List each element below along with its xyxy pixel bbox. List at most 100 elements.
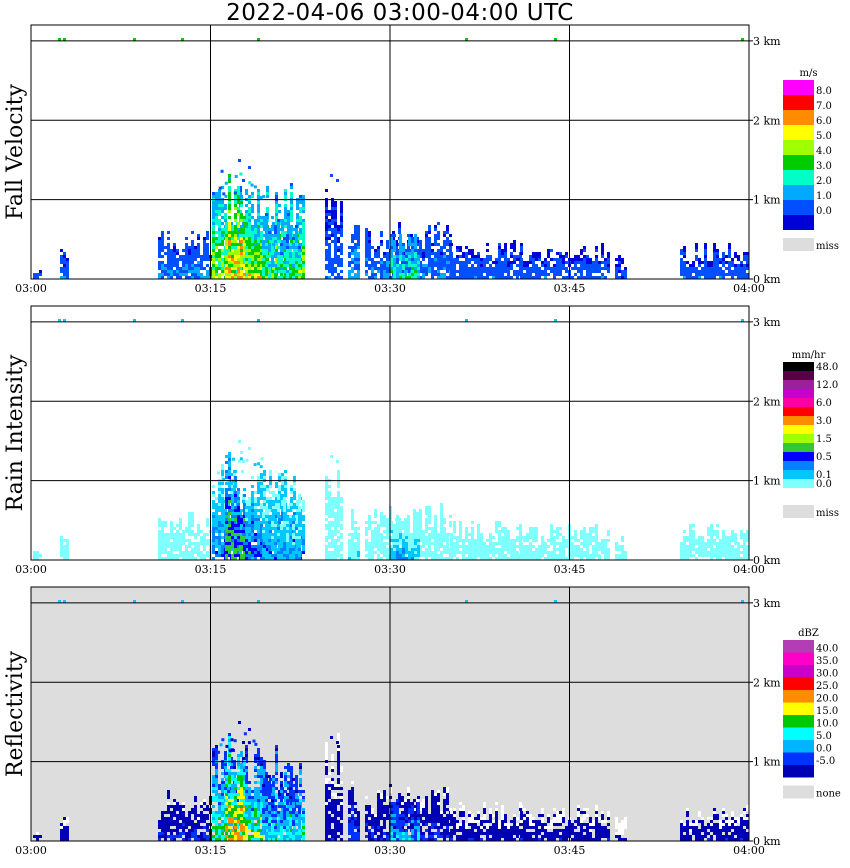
data-cell bbox=[262, 512, 265, 515]
data-cell bbox=[453, 530, 456, 533]
data-cell bbox=[404, 521, 407, 524]
data-cell bbox=[471, 264, 474, 267]
data-cell bbox=[302, 252, 305, 255]
data-cell bbox=[523, 273, 526, 276]
data-cell bbox=[365, 255, 368, 258]
data-cell bbox=[240, 237, 243, 240]
data-cell bbox=[348, 539, 351, 542]
data-cell bbox=[334, 545, 337, 548]
data-cell bbox=[66, 557, 69, 560]
data-cell bbox=[404, 554, 407, 557]
data-cell bbox=[425, 551, 428, 554]
data-cell bbox=[547, 551, 550, 554]
data-cell bbox=[743, 276, 746, 279]
data-cell bbox=[283, 240, 286, 243]
data-cell bbox=[402, 557, 405, 560]
data-cell bbox=[265, 240, 268, 243]
data-cell bbox=[562, 548, 565, 551]
data-cell bbox=[393, 542, 396, 545]
data-cell bbox=[331, 539, 334, 542]
data-cell bbox=[698, 270, 701, 273]
data-cell bbox=[434, 521, 437, 524]
data-cell bbox=[231, 530, 234, 533]
data-cell bbox=[251, 246, 254, 249]
data-cell bbox=[698, 542, 701, 545]
data-cell bbox=[328, 533, 331, 536]
data-cell bbox=[607, 252, 610, 255]
data-cell bbox=[254, 273, 257, 276]
data-cell bbox=[161, 255, 164, 258]
data-cell bbox=[516, 270, 519, 273]
data-cell bbox=[396, 554, 399, 557]
data-cell bbox=[330, 174, 333, 177]
data-cell bbox=[556, 533, 559, 536]
data-cell bbox=[586, 545, 589, 548]
data-cell bbox=[417, 536, 420, 539]
data-cell bbox=[167, 273, 170, 276]
data-cell bbox=[523, 261, 526, 264]
data-cell bbox=[287, 216, 290, 219]
data-cell bbox=[520, 267, 523, 270]
data-cell bbox=[380, 551, 383, 554]
data-cell bbox=[257, 485, 260, 488]
data-cell bbox=[728, 255, 731, 258]
data-cell bbox=[334, 207, 337, 210]
data-cell bbox=[302, 276, 305, 279]
data-cell bbox=[182, 255, 185, 258]
data-cell bbox=[212, 255, 215, 258]
data-cell bbox=[471, 542, 474, 545]
data-cell bbox=[354, 234, 357, 237]
data-cell bbox=[158, 548, 161, 551]
data-cell bbox=[225, 461, 228, 464]
data-cell bbox=[532, 258, 535, 261]
data-cell bbox=[395, 246, 398, 249]
data-cell bbox=[191, 530, 194, 533]
data-cell bbox=[206, 252, 209, 255]
data-cell bbox=[302, 542, 305, 545]
data-cell bbox=[337, 276, 340, 279]
data-cell bbox=[722, 252, 725, 255]
data-cell bbox=[224, 524, 227, 527]
data-cell bbox=[221, 264, 224, 267]
data-cell bbox=[292, 533, 295, 536]
data-cell bbox=[257, 201, 260, 204]
data-cell bbox=[218, 243, 221, 246]
data-cell bbox=[520, 548, 523, 551]
data-cell bbox=[559, 255, 562, 258]
data-cell bbox=[504, 255, 507, 258]
data-cell bbox=[257, 264, 260, 267]
data-cell bbox=[414, 240, 417, 243]
data-cell bbox=[440, 246, 443, 249]
data-cell bbox=[266, 207, 269, 210]
data-cell bbox=[520, 536, 523, 539]
data-cell bbox=[716, 530, 719, 533]
data-cell bbox=[583, 533, 586, 536]
data-cell bbox=[245, 551, 248, 554]
data-cell bbox=[240, 246, 243, 249]
data-cell bbox=[245, 500, 248, 503]
data-cell bbox=[462, 273, 465, 276]
data-cell bbox=[722, 548, 725, 551]
data-cell bbox=[302, 270, 305, 273]
data-cell bbox=[266, 497, 269, 500]
data-cell bbox=[377, 252, 380, 255]
data-cell bbox=[215, 273, 218, 276]
data-cell bbox=[422, 258, 425, 261]
data-cell bbox=[411, 548, 414, 551]
data-cell bbox=[228, 189, 231, 192]
data-cell bbox=[296, 527, 299, 530]
data-cell bbox=[340, 497, 343, 500]
data-cell bbox=[290, 201, 293, 204]
data-cell bbox=[340, 554, 343, 557]
data-cell bbox=[260, 261, 263, 264]
colorbar-unit: m/s bbox=[800, 68, 818, 79]
data-cell bbox=[197, 545, 200, 548]
data-cell bbox=[501, 551, 504, 554]
data-cell bbox=[348, 252, 351, 255]
data-cell bbox=[222, 192, 226, 196]
data-cell bbox=[228, 273, 231, 276]
data-cell bbox=[425, 509, 428, 512]
data-cell bbox=[260, 225, 263, 228]
data-cell bbox=[592, 276, 595, 279]
data-cell bbox=[237, 518, 240, 521]
